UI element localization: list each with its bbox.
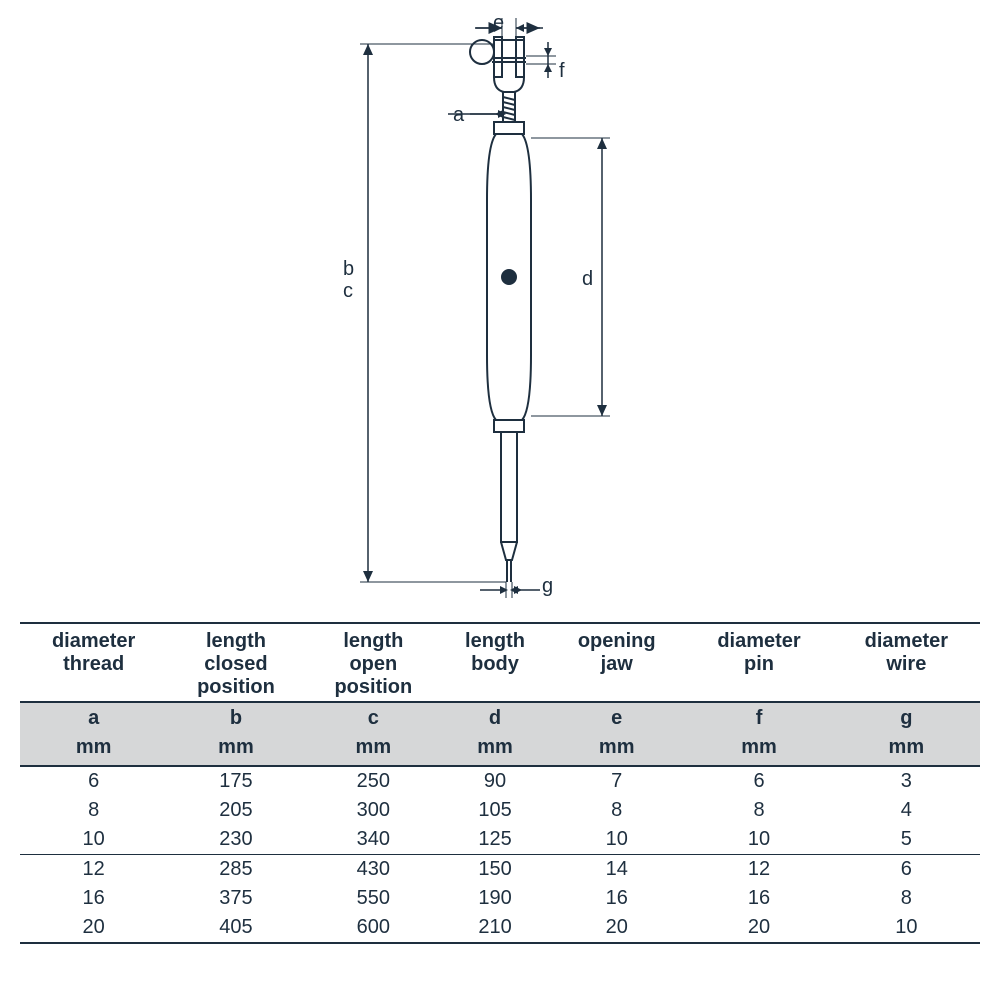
col-4-title: openingjaw	[548, 623, 685, 702]
spec-table-area: diameterthread lengthclosedposition leng…	[20, 622, 980, 944]
label-d: d	[582, 268, 593, 291]
col-1-title: lengthclosedposition	[167, 623, 304, 702]
col-6-title: diameterwire	[833, 623, 980, 702]
table-row: 10 230 340 125 10 10 5	[20, 825, 980, 855]
col-5-title: diameterpin	[685, 623, 832, 702]
table-row: 8 205 300 105 8 8 4	[20, 796, 980, 825]
col-0-title: diameterthread	[20, 623, 167, 702]
header-row-letters: a b c d e f g	[20, 702, 980, 736]
col-2-title: lengthopenposition	[305, 623, 442, 702]
turnbuckle-diagram	[0, 0, 1000, 620]
table-row: 12 285 430 150 14 12 6	[20, 855, 980, 885]
header-row-units: mm mm mm mm mm mm mm	[20, 736, 980, 766]
table-row: 20 405 600 210 20 20 10	[20, 913, 980, 943]
label-c: c	[343, 280, 353, 303]
diagram-area: e f a b c d g	[0, 0, 1000, 620]
label-f: f	[559, 60, 565, 83]
spec-table: diameterthread lengthclosedposition leng…	[20, 622, 980, 944]
table-row: 16 375 550 190 16 16 8	[20, 884, 980, 913]
col-3-title: lengthbody	[442, 623, 548, 702]
table-row: 6 175 250 90 7 6 3	[20, 766, 980, 796]
label-e: e	[493, 12, 504, 35]
table-body: 6 175 250 90 7 6 3 8 205 300 105 8 8 4 1…	[20, 766, 980, 943]
header-row-1: diameterthread lengthclosedposition leng…	[20, 623, 980, 702]
label-g: g	[542, 575, 553, 598]
label-b: b	[343, 258, 354, 281]
label-a: a	[453, 104, 464, 127]
